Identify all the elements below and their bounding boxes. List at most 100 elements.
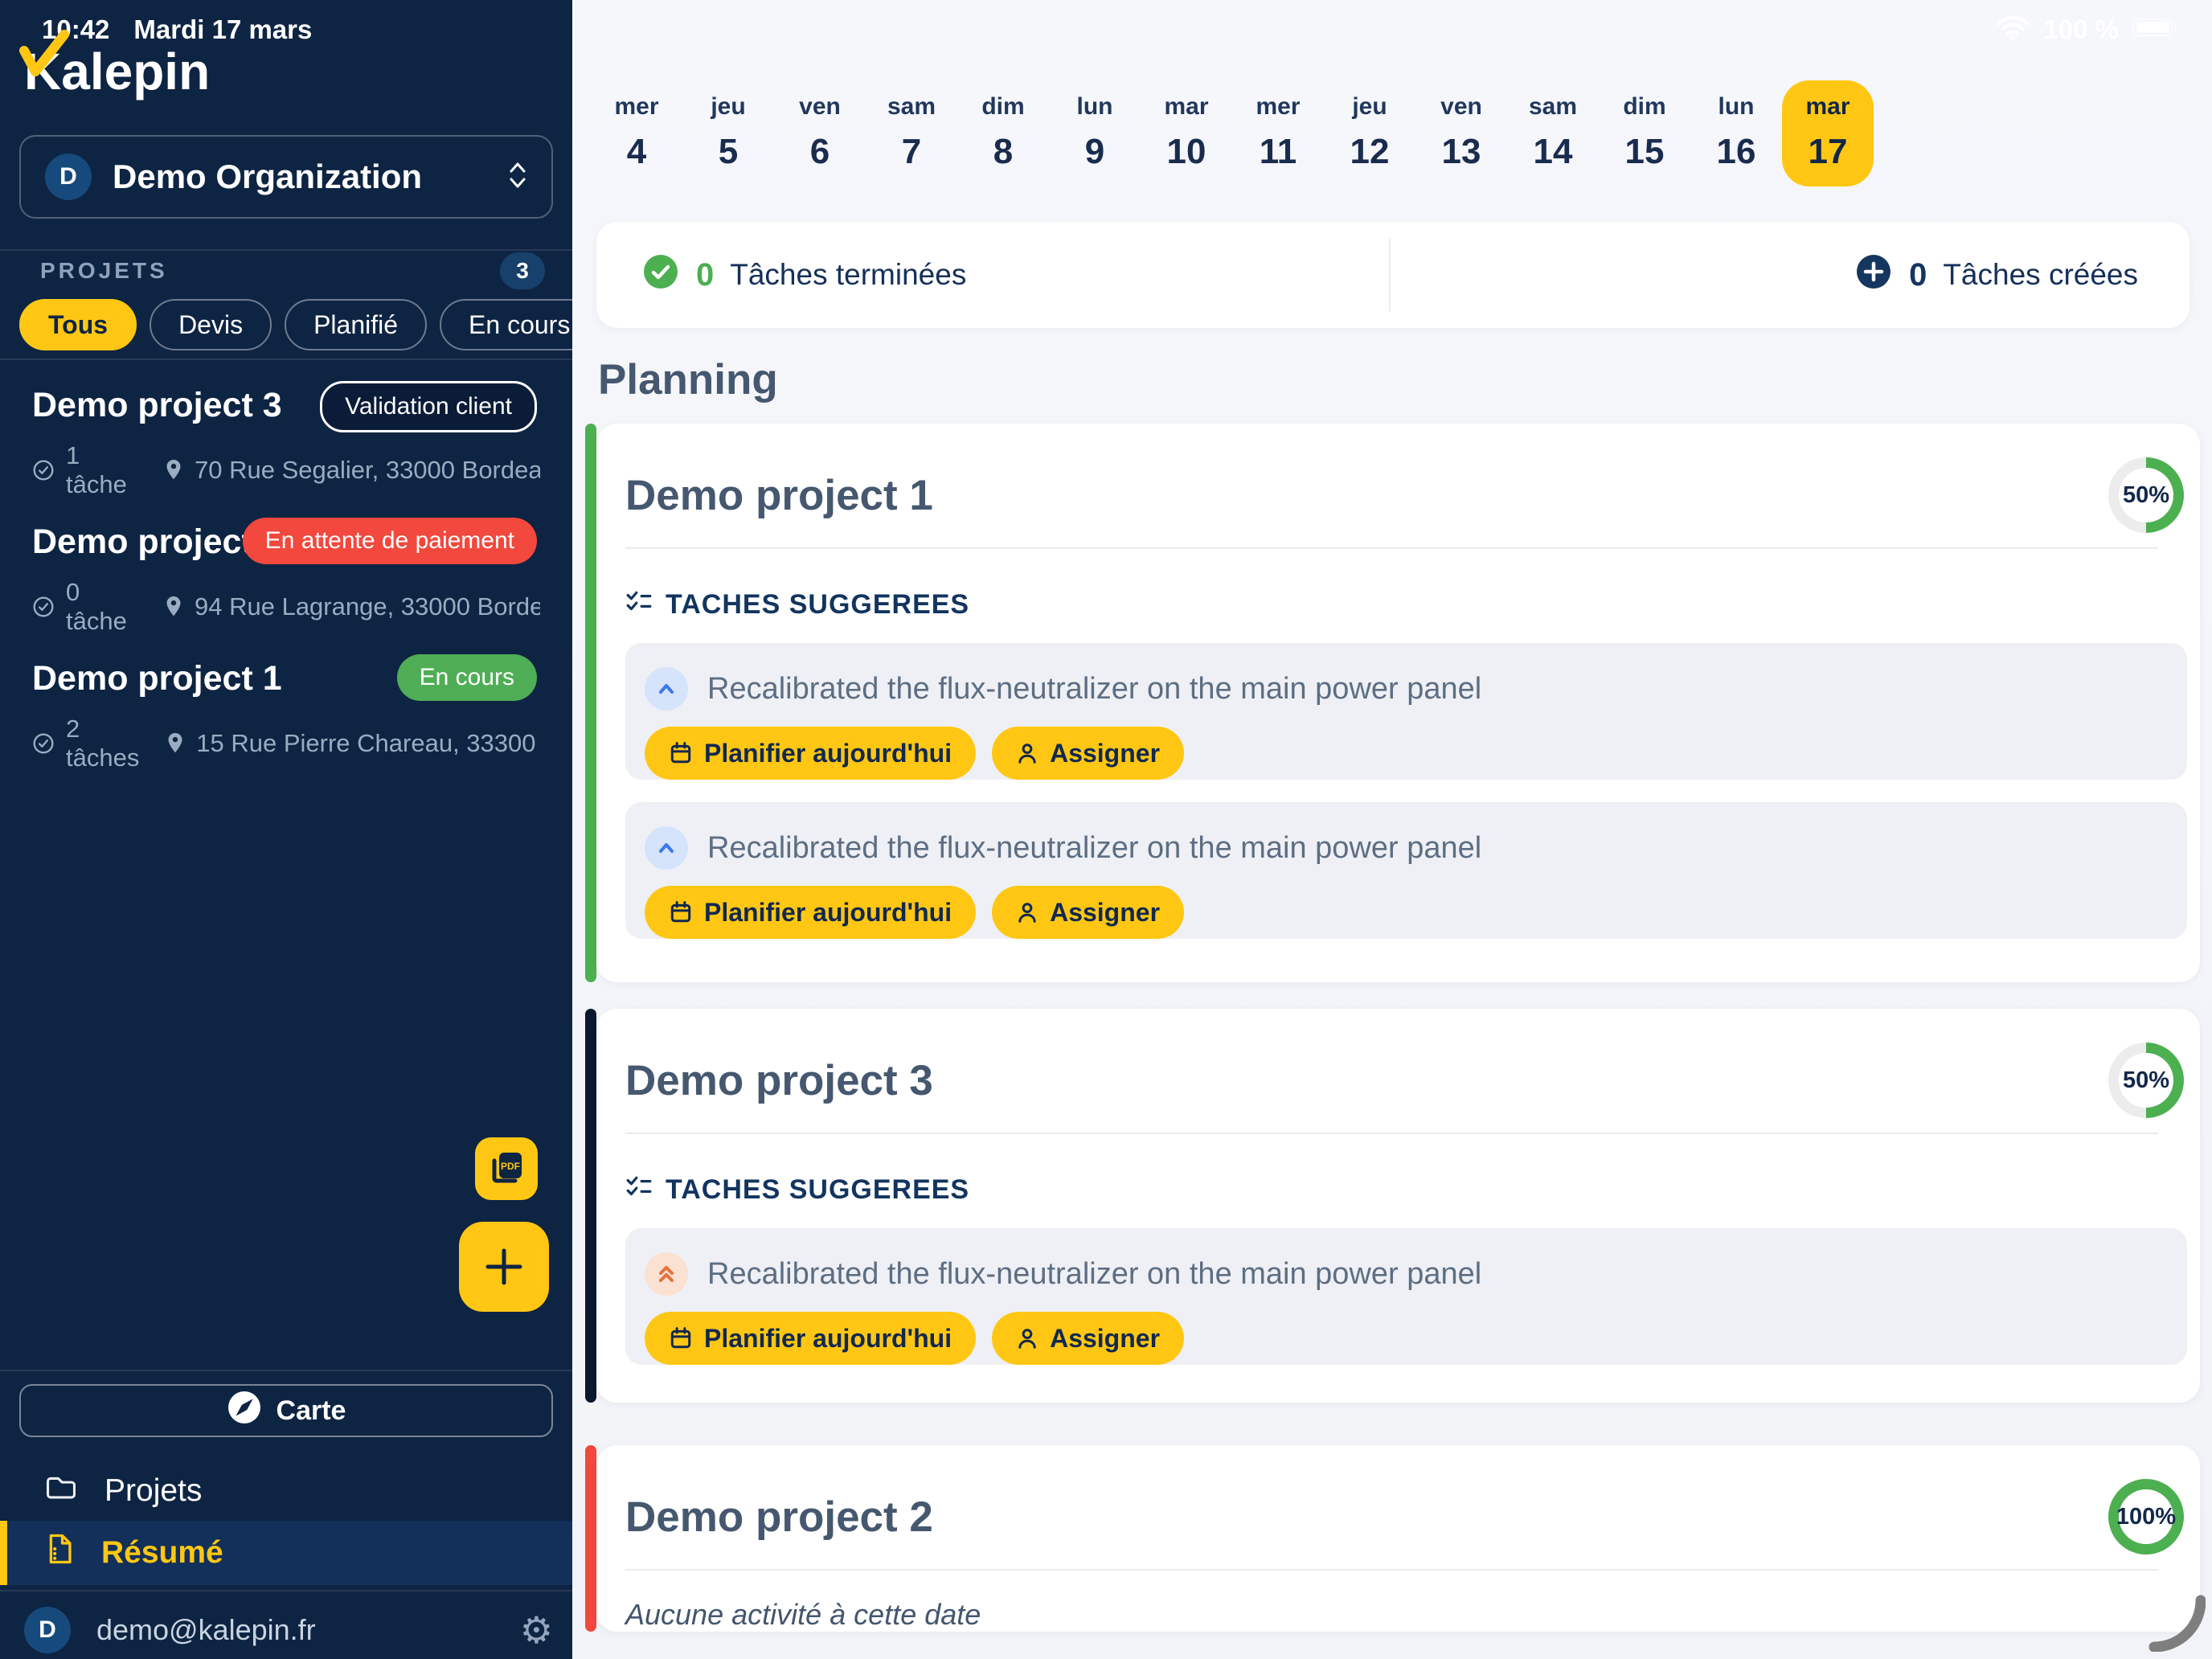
task-text: Recalibrated the flux-neutralizer on the… [707, 830, 1482, 865]
project-meta: 0 tâche 94 Rue Lagrange, 33000 Bordeaux,… [32, 578, 540, 636]
wifi-icon [1995, 13, 2030, 47]
day-dim-15[interactable]: dim 15 [1623, 93, 1666, 171]
card-accent-bar [585, 1009, 596, 1403]
card-project-title: Demo project 1 [625, 471, 933, 519]
map-button[interactable]: Carte [19, 1384, 553, 1437]
card-project-title: Demo project 3 [625, 1056, 933, 1104]
organization-selector[interactable]: D Demo Organization [19, 135, 553, 219]
filter-chip-tous[interactable]: Tous [19, 299, 137, 350]
active-indicator [0, 1521, 7, 1585]
day-jeu-12[interactable]: jeu 12 [1350, 93, 1390, 171]
project-address: 70 Rue Segalier, 33000 Bordeaux, F… [195, 456, 540, 484]
day-mer-4[interactable]: mer 4 [614, 93, 659, 171]
projects-count-badge: 3 [500, 252, 545, 289]
map-pin-icon [164, 595, 183, 619]
filter-chip-planifie[interactable]: Planifié [285, 299, 428, 350]
day-sam-14[interactable]: sam 14 [1528, 93, 1578, 171]
project-name: Demo project 2 [32, 522, 282, 561]
add-project-button[interactable] [459, 1222, 549, 1312]
day-jeu-5[interactable]: jeu 5 [711, 93, 746, 171]
tasks-completed-summary: 0 Tâches terminées [596, 252, 1389, 298]
logo-check-icon [19, 29, 69, 88]
plus-icon [485, 1248, 522, 1285]
day-sam-7[interactable]: sam 7 [887, 93, 936, 171]
project-name: Demo project 1 [32, 659, 282, 698]
map-pin-icon [166, 731, 185, 756]
day-mar-17-selected[interactable]: mar 17 [1782, 80, 1874, 186]
day-lun-9[interactable]: lun 9 [1076, 93, 1113, 171]
completed-label: Tâches terminées [730, 258, 967, 291]
divider [0, 249, 572, 251]
project-meta: 2 tâches 15 Rue Pierre Chareau, 33300 Bo… [32, 715, 540, 772]
account-row[interactable]: D demo@kalepin.fr ⚙ [0, 1601, 572, 1659]
map-button-label: Carte [276, 1395, 346, 1426]
status-bar-left: 10:42 Mardi 17 mars [42, 14, 312, 45]
sidebar-item-projets[interactable]: Projets [0, 1461, 572, 1521]
planning-card-demo-project-1: Demo project 1 50% TACHES SUGGEREES [585, 424, 2200, 982]
sidebar-item-resume[interactable]: Résumé [0, 1521, 572, 1585]
project-meta: 1 tâche 70 Rue Segalier, 33000 Bordeaux,… [32, 441, 540, 499]
export-pdf-button[interactable]: PDF [475, 1137, 538, 1200]
project-item-demo-2[interactable]: Demo project 2 En attente de paiement 0 … [0, 508, 572, 645]
day-dim-8[interactable]: dim 8 [981, 93, 1025, 171]
divider [0, 358, 572, 360]
assign-button[interactable]: Assigner [992, 1312, 1185, 1365]
filter-chip-en-cours[interactable]: En cours [440, 299, 572, 350]
checklist-icon [625, 589, 653, 621]
map-pin-icon [164, 458, 183, 482]
status-bar-right: 100 % [1995, 13, 2180, 47]
project-status-badge: Validation client [320, 381, 537, 432]
card-project-title: Demo project 2 [625, 1493, 933, 1541]
person-icon [1018, 1329, 1036, 1349]
filter-chip-devis[interactable]: Devis [150, 299, 272, 350]
day-ven-13[interactable]: ven 13 [1440, 93, 1482, 171]
sidebar-item-label: Projets [104, 1473, 203, 1508]
plan-today-button[interactable]: Planifier aujourd'hui [645, 1312, 977, 1365]
org-avatar: D [45, 154, 92, 200]
progress-label: 50% [2122, 481, 2170, 508]
project-address: 94 Rue Lagrange, 33000 Bordeaux,… [195, 592, 540, 621]
battery-icon [2132, 14, 2180, 45]
day-mer-11[interactable]: mer 11 [1256, 93, 1301, 171]
divider [625, 1133, 2158, 1134]
project-name: Demo project 3 [32, 386, 282, 424]
tasks-created-summary: 0 Tâches créées [1391, 252, 2189, 298]
plus-circle-filled-icon [1854, 252, 1893, 298]
status-time: 10:42 [42, 14, 110, 44]
folder-icon [45, 1473, 77, 1509]
battery-percent: 100 % [2043, 14, 2119, 44]
planning-card-demo-project-3: Demo project 3 50% TACHES SUGGEREES [585, 1009, 2200, 1403]
projects-section-header: PROJETS 3 [40, 251, 545, 291]
progress-label: 100% [2116, 1503, 2177, 1530]
chevron-up-down-icon [508, 160, 527, 195]
day-lun-16[interactable]: lun 16 [1716, 93, 1756, 171]
day-mar-10[interactable]: mar 10 [1164, 93, 1209, 171]
daily-summary-card: 0 Tâches terminées 0 Tâches créées [596, 222, 2189, 328]
card-accent-bar [585, 1445, 596, 1632]
user-avatar: D [24, 1607, 71, 1653]
project-item-demo-1[interactable]: Demo project 1 En cours 2 tâches 15 Rue … [0, 645, 572, 781]
plan-today-button[interactable]: Planifier aujourd'hui [645, 727, 977, 780]
suggested-task: Recalibrated the flux-neutralizer on the… [625, 643, 2187, 780]
project-list: Demo project 3 Validation client 1 tâche… [0, 371, 572, 781]
check-circle-icon [32, 732, 55, 755]
divider [1389, 238, 1391, 312]
svg-text:PDF: PDF [501, 1161, 520, 1172]
compass-icon [227, 1390, 262, 1432]
project-filter-chips: Tous Devis Planifié En cours Vali [19, 299, 572, 354]
settings-gear-icon[interactable]: ⚙ [519, 1608, 553, 1652]
calendar-icon [670, 901, 691, 923]
suggested-task: Recalibrated the flux-neutralizer on the… [625, 802, 2187, 939]
progress-ring: 100% [2108, 1479, 2184, 1555]
plan-today-button[interactable]: Planifier aujourd'hui [645, 886, 977, 939]
assign-button[interactable]: Assigner [992, 727, 1185, 780]
suggested-tasks-header: TACHES SUGGEREES [625, 589, 2200, 621]
project-item-demo-3[interactable]: Demo project 3 Validation client 1 tâche… [0, 371, 572, 508]
day-ven-6[interactable]: ven 6 [799, 93, 841, 171]
user-email: demo@kalepin.fr [96, 1613, 316, 1646]
checklist-icon [625, 1174, 653, 1206]
divider [625, 1569, 2158, 1571]
assign-button[interactable]: Assigner [992, 886, 1185, 939]
status-date: Mardi 17 mars [133, 14, 313, 44]
